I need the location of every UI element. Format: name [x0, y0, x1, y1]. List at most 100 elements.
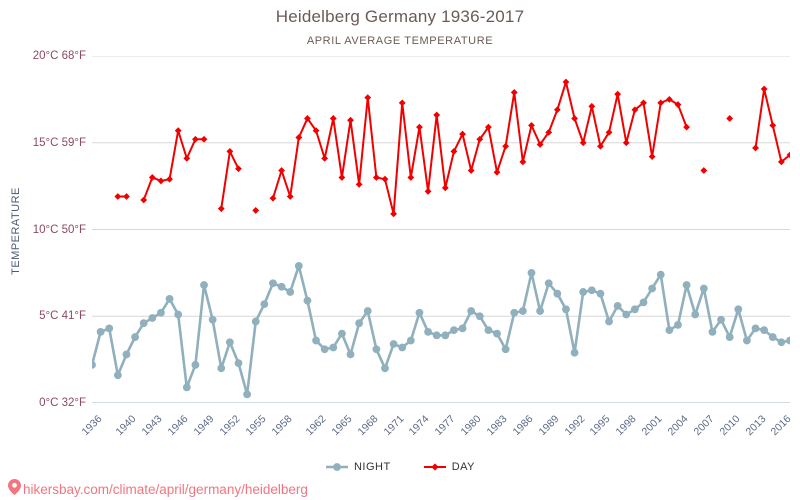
- data-point: [751, 324, 760, 333]
- data-point: [596, 289, 605, 298]
- data-point: [674, 321, 682, 329]
- data-point: [191, 360, 200, 369]
- data-point: [553, 289, 562, 298]
- data-point: [398, 99, 406, 107]
- data-point: [630, 305, 639, 314]
- data-point: [329, 115, 337, 122]
- data-point: [407, 174, 415, 181]
- data-point: [166, 175, 173, 183]
- data-point: [476, 135, 484, 143]
- data-point: [183, 154, 191, 162]
- data-point: [656, 270, 665, 279]
- data-point: [398, 343, 407, 352]
- data-point: [286, 193, 294, 200]
- data-point: [614, 90, 622, 98]
- data-point: [415, 308, 424, 317]
- y-axis-tick-label: 0°C 32°F: [39, 397, 86, 409]
- data-point: [303, 296, 312, 305]
- data-point: [467, 307, 476, 315]
- data-point: [674, 101, 682, 108]
- data-point: [691, 310, 700, 319]
- data-point: [372, 345, 381, 354]
- data-point: [786, 151, 790, 159]
- y-axis-tick-label: 10°C 50°F: [32, 223, 86, 236]
- data-point: [105, 324, 114, 333]
- legend-label: NIGHT: [353, 461, 391, 474]
- data-point: [226, 148, 234, 155]
- data-point: [518, 307, 527, 315]
- data-point: [148, 314, 157, 322]
- data-point: [777, 158, 785, 166]
- data-point: [389, 340, 398, 348]
- data-point: [682, 281, 691, 289]
- data-point: [260, 300, 269, 309]
- data-point: [743, 336, 751, 345]
- data-point: [553, 106, 561, 114]
- data-point: [424, 327, 432, 336]
- data-point: [562, 305, 570, 314]
- x-axis-tick-label: 1998: [613, 413, 639, 439]
- data-point: [406, 336, 415, 345]
- data-point: [372, 174, 380, 181]
- data-point: [571, 115, 578, 122]
- data-point: [450, 326, 458, 335]
- data-point: [726, 115, 734, 122]
- data-point: [217, 364, 226, 373]
- x-axis-tick-label: 1936: [79, 413, 105, 439]
- data-point: [502, 142, 510, 150]
- data-point: [424, 187, 432, 195]
- data-point: [432, 331, 441, 340]
- legend-item-day[interactable]: DAY: [423, 461, 475, 473]
- data-point: [200, 281, 208, 289]
- data-point: [493, 329, 501, 338]
- data-point: [579, 288, 588, 296]
- data-point: [433, 111, 441, 119]
- x-axis-tick-label: 2013: [742, 413, 769, 439]
- data-point: [493, 168, 501, 176]
- data-point: [355, 180, 363, 188]
- data-point: [708, 327, 717, 336]
- data-point: [467, 167, 475, 174]
- data-point: [320, 345, 329, 354]
- data-point: [304, 115, 311, 122]
- data-point: [570, 348, 579, 357]
- x-axis-tick-label: 1958: [269, 413, 295, 439]
- data-point: [381, 175, 389, 183]
- data-point: [277, 282, 286, 291]
- data-point: [140, 196, 148, 204]
- data-point: [338, 329, 346, 338]
- data-point: [363, 307, 372, 315]
- data-point: [527, 268, 536, 277]
- x-axis-tick-label: 1971: [381, 413, 407, 439]
- data-point: [760, 326, 769, 335]
- legend-point: [431, 463, 439, 471]
- data-point: [475, 312, 484, 321]
- data-point: [562, 78, 570, 86]
- data-point: [208, 315, 217, 324]
- data-point: [182, 383, 191, 392]
- data-point: [519, 158, 527, 166]
- x-axis-tick-label: 2016: [768, 413, 794, 439]
- data-point: [347, 116, 354, 124]
- data-point: [450, 148, 458, 155]
- data-point: [717, 315, 725, 324]
- data-point: [501, 345, 510, 354]
- data-point: [234, 359, 243, 367]
- data-point: [131, 333, 139, 341]
- data-point: [225, 338, 234, 347]
- data-point: [295, 134, 303, 141]
- y-axis-tick-label: 5°C 41°F: [39, 310, 86, 323]
- series-line: [220, 150, 240, 210]
- legend-label: DAY: [451, 461, 476, 474]
- data-point: [122, 350, 131, 359]
- data-point: [114, 193, 122, 200]
- data-point: [544, 279, 553, 288]
- data-point: [157, 308, 165, 317]
- x-axis-tick-label: 1952: [217, 413, 243, 439]
- data-point: [484, 326, 493, 335]
- data-point: [459, 130, 466, 138]
- page-subtitle: APRIL AVERAGE TEMPERATURE: [306, 35, 494, 47]
- data-point: [588, 102, 596, 110]
- legend-item-night[interactable]: NIGHT: [325, 461, 391, 473]
